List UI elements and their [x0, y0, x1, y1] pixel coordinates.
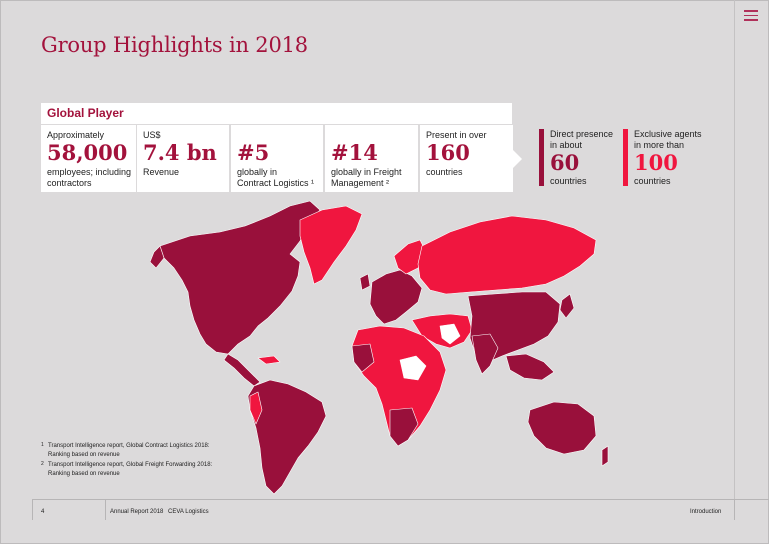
- footnote-number: 1: [41, 442, 44, 448]
- stat-card-freight-management: #14 globally in Freight Management ²: [325, 125, 418, 192]
- footnote-number: 2: [41, 461, 44, 467]
- card-bottom-label: employees; including: [47, 167, 132, 177]
- global-player-header: Global Player: [41, 103, 512, 124]
- card-value: 58,000: [47, 140, 128, 165]
- map-region-west-africa: [351, 343, 375, 373]
- card-bottom-label: countries: [426, 167, 463, 177]
- map-region-japan: [559, 293, 575, 319]
- footnote-text-2: Ranking based on revenue: [48, 470, 120, 477]
- footer-rule-right: [734, 499, 769, 500]
- card-value: 7.4 bn: [143, 140, 217, 165]
- card-bottom-label-2: Management ²: [331, 178, 390, 188]
- map-region-africa-gap: [399, 355, 427, 381]
- footnote-text: Transport Intelligence report, Global Fr…: [48, 462, 213, 468]
- world-map: [150, 200, 609, 495]
- map-region-se-asia: [505, 353, 555, 381]
- card-top-label: US$: [143, 130, 161, 140]
- footer-rule: [32, 499, 734, 500]
- map-region-south-america: [247, 379, 327, 495]
- stat-card-employees: Approximately 58,000 employees; includin…: [41, 125, 136, 192]
- legend-swatch-agents: [623, 129, 628, 186]
- footnote-2: 2 Transport Intelligence report, Global …: [41, 461, 212, 478]
- footnotes: 1 Transport Intelligence report, Global …: [41, 442, 212, 480]
- map-region-australia: [527, 401, 597, 455]
- legend-direct-bottom: countries: [550, 176, 587, 186]
- legend-swatch-direct: [539, 129, 544, 186]
- stat-card-countries: Present in over 160 countries: [420, 125, 513, 192]
- footnote-text: Transport Intelligence report, Global Co…: [48, 443, 210, 449]
- footer-section[interactable]: Introduction: [690, 509, 722, 515]
- map-region-india: [471, 333, 499, 375]
- stat-card-revenue: US$ 7.4 bn Revenue: [137, 125, 229, 192]
- map-region-russia: [417, 215, 597, 295]
- global-player-title: Global Player: [47, 106, 124, 120]
- map-region-andes: [249, 391, 263, 425]
- legend-agents-line1: Exclusive agents: [634, 129, 702, 139]
- card-bottom-label-2: Contract Logistics ¹: [237, 178, 315, 188]
- map-region-alaska: [150, 245, 165, 269]
- page-title: Group Highlights in 2018: [41, 33, 308, 57]
- footer-tick: [734, 500, 735, 520]
- map-region-southern-africa: [389, 407, 419, 447]
- legend-agents-line2: in more than: [634, 140, 685, 150]
- card-value: #14: [331, 140, 378, 165]
- side-divider: [734, 0, 735, 499]
- card-value: #5: [237, 140, 270, 165]
- footer-tick: [105, 500, 106, 520]
- footer-page-number: 4: [41, 509, 45, 515]
- hamburger-menu-icon[interactable]: [744, 10, 758, 22]
- map-region-central-america: [223, 353, 261, 387]
- stat-card-contract-logistics: #5 globally in Contract Logistics ¹: [231, 125, 323, 192]
- card-bottom-label: globally in Freight: [331, 167, 402, 177]
- map-region-new-zealand: [601, 445, 609, 467]
- arrow-pointer-icon: [513, 150, 522, 168]
- map-region-caribbean: [257, 355, 281, 365]
- footnote-text-2: Ranking based on revenue: [48, 451, 120, 458]
- card-bottom-label: Revenue: [143, 167, 180, 177]
- legend-direct-value: 60: [550, 150, 580, 175]
- legend-direct-line2: in about: [550, 140, 583, 150]
- footer-company[interactable]: CEVA Logistics: [168, 509, 209, 515]
- card-top-label: Present in over: [426, 130, 487, 140]
- footer-report: Annual Report 2018: [110, 509, 164, 515]
- map-region-europe: [369, 269, 423, 325]
- legend-direct-line1: Direct presence: [550, 129, 614, 139]
- footnote-1: 1 Transport Intelligence report, Global …: [41, 442, 212, 459]
- legend-agents-value: 100: [634, 150, 678, 175]
- card-bottom-label: globally in: [237, 167, 278, 177]
- card-top-label: Approximately: [47, 130, 105, 140]
- card-value: 160: [426, 140, 470, 165]
- map-region-greenland: [299, 205, 363, 285]
- card-bottom-label-2: contractors: [47, 178, 92, 188]
- footer-tick: [32, 500, 33, 520]
- legend-agents-bottom: countries: [634, 176, 671, 186]
- map-region-north-america: [159, 200, 321, 355]
- map-region-arabia-gap: [439, 323, 461, 345]
- map-region-uk: [359, 273, 371, 291]
